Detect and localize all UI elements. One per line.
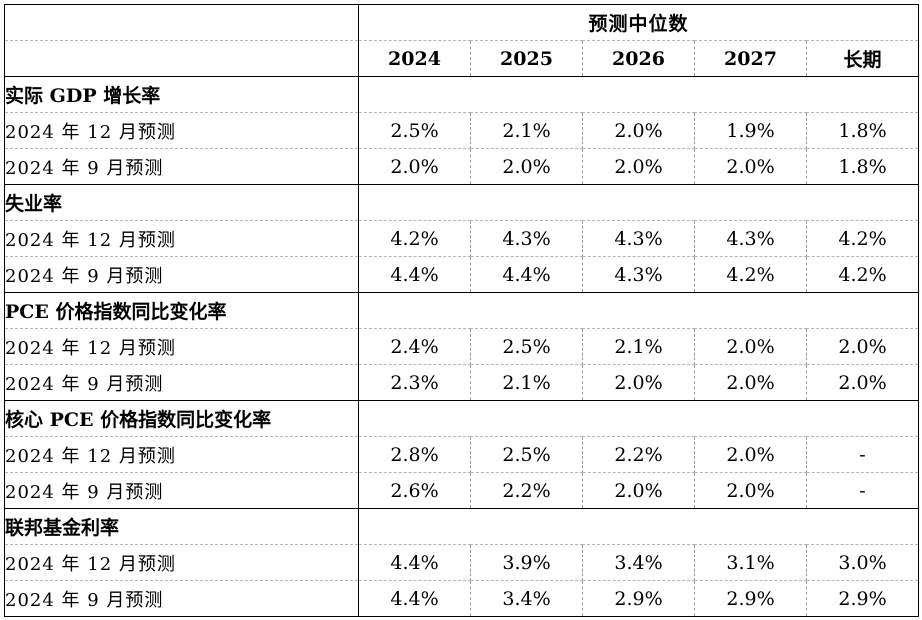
value-cell: 4.2% bbox=[806, 256, 919, 293]
value-cell: 2.4% bbox=[358, 328, 471, 365]
row-label: 2024 年 9 月预测 bbox=[4, 580, 359, 617]
column-header-2027: 2027 bbox=[694, 40, 807, 77]
table-row: 2024 年 9 月预测 4.4% 3.4% 2.9% 2.9% 2.9% bbox=[4, 580, 919, 617]
value-cell: 3.0% bbox=[806, 544, 919, 581]
median-forecast-caption: 预测中位数 bbox=[358, 4, 919, 41]
value-cell: 2.6% bbox=[358, 472, 471, 509]
value-cell: 2.0% bbox=[358, 148, 471, 185]
value-cell: 2.2% bbox=[582, 436, 695, 473]
header-caption-row: 预测中位数 bbox=[4, 4, 919, 41]
table-row: 2024 年 9 月预测 2.6% 2.2% 2.0% 2.0% - bbox=[4, 472, 919, 509]
value-cell: 3.4% bbox=[582, 544, 695, 581]
value-cell: 2.0% bbox=[806, 364, 919, 401]
section-row-core-pce: 核心 PCE 价格指数同比变化率 bbox=[4, 400, 919, 437]
column-header-2025: 2025 bbox=[470, 40, 583, 77]
value-cell: 1.8% bbox=[806, 112, 919, 149]
table-row: 2024 年 12 月预测 4.4% 3.9% 3.4% 3.1% 3.0% bbox=[4, 544, 919, 581]
value-cell: 4.2% bbox=[694, 256, 807, 293]
section-title: 实际 GDP 增长率 bbox=[4, 76, 359, 113]
value-cell: 2.5% bbox=[470, 436, 583, 473]
section-title: 核心 PCE 价格指数同比变化率 bbox=[4, 400, 359, 437]
value-cell: 2.0% bbox=[806, 328, 919, 365]
forecast-table: 预测中位数 2024 2025 2026 2027 长期 实际 GDP 增长率 … bbox=[4, 4, 919, 617]
column-header-2026: 2026 bbox=[582, 40, 695, 77]
value-cell: 4.3% bbox=[470, 220, 583, 257]
section-title: PCE 价格指数同比变化率 bbox=[4, 292, 359, 329]
value-cell: 2.0% bbox=[694, 364, 807, 401]
value-cell: 4.4% bbox=[470, 256, 583, 293]
value-cell: 4.4% bbox=[358, 544, 471, 581]
value-cell: 4.2% bbox=[806, 220, 919, 257]
value-cell: 4.3% bbox=[582, 220, 695, 257]
value-cell: 2.1% bbox=[470, 364, 583, 401]
table-row: 2024 年 12 月预测 2.5% 2.1% 2.0% 1.9% 1.8% bbox=[4, 112, 919, 149]
table-row: 2024 年 9 月预测 4.4% 4.4% 4.3% 4.2% 4.2% bbox=[4, 256, 919, 293]
value-cell: 2.0% bbox=[582, 148, 695, 185]
section-empty-cell bbox=[358, 292, 919, 329]
value-cell: 3.1% bbox=[694, 544, 807, 581]
value-cell: 2.8% bbox=[358, 436, 471, 473]
value-cell: 2.0% bbox=[582, 364, 695, 401]
section-row-unemployment: 失业率 bbox=[4, 184, 919, 221]
row-label: 2024 年 9 月预测 bbox=[4, 148, 359, 185]
section-title: 联邦基金利率 bbox=[4, 508, 359, 545]
table-row: 2024 年 12 月预测 2.4% 2.5% 2.1% 2.0% 2.0% bbox=[4, 328, 919, 365]
row-label: 2024 年 12 月预测 bbox=[4, 544, 359, 581]
row-label: 2024 年 9 月预测 bbox=[4, 364, 359, 401]
value-cell: 3.9% bbox=[470, 544, 583, 581]
value-cell: 2.0% bbox=[582, 112, 695, 149]
value-cell: 4.3% bbox=[582, 256, 695, 293]
value-cell: 2.0% bbox=[694, 472, 807, 509]
value-cell: 1.8% bbox=[806, 148, 919, 185]
table-row: 2024 年 12 月预测 4.2% 4.3% 4.3% 4.3% 4.2% bbox=[4, 220, 919, 257]
value-cell: 2.9% bbox=[806, 580, 919, 617]
header-years-row: 2024 2025 2026 2027 长期 bbox=[4, 40, 919, 77]
section-row-gdp: 实际 GDP 增长率 bbox=[4, 76, 919, 113]
table-row: 2024 年 9 月预测 2.3% 2.1% 2.0% 2.0% 2.0% bbox=[4, 364, 919, 401]
section-empty-cell bbox=[358, 400, 919, 437]
table-row: 2024 年 12 月预测 2.8% 2.5% 2.2% 2.0% - bbox=[4, 436, 919, 473]
value-cell: 4.3% bbox=[694, 220, 807, 257]
value-cell: 2.1% bbox=[582, 328, 695, 365]
column-header-2024: 2024 bbox=[358, 40, 471, 77]
value-cell: 2.5% bbox=[358, 112, 471, 149]
section-title: 失业率 bbox=[4, 184, 359, 221]
value-cell: 4.4% bbox=[358, 256, 471, 293]
column-header-long-run: 长期 bbox=[806, 40, 919, 77]
value-cell: 1.9% bbox=[694, 112, 807, 149]
value-cell: 2.0% bbox=[694, 436, 807, 473]
table-row: 2024 年 9 月预测 2.0% 2.0% 2.0% 2.0% 1.8% bbox=[4, 148, 919, 185]
value-cell: 2.2% bbox=[470, 472, 583, 509]
value-cell: 4.2% bbox=[358, 220, 471, 257]
header-corner-cell-lower bbox=[4, 40, 359, 77]
value-cell: 2.0% bbox=[470, 148, 583, 185]
value-cell: 2.1% bbox=[470, 112, 583, 149]
row-label: 2024 年 12 月预测 bbox=[4, 436, 359, 473]
value-cell: 2.9% bbox=[694, 580, 807, 617]
value-cell: 2.3% bbox=[358, 364, 471, 401]
value-cell: - bbox=[806, 436, 919, 473]
row-label: 2024 年 12 月预测 bbox=[4, 328, 359, 365]
value-cell: 2.0% bbox=[582, 472, 695, 509]
row-label: 2024 年 12 月预测 bbox=[4, 112, 359, 149]
section-row-fed-funds-rate: 联邦基金利率 bbox=[4, 508, 919, 545]
header-corner-cell bbox=[4, 4, 359, 41]
value-cell: 4.4% bbox=[358, 580, 471, 617]
section-row-pce: PCE 价格指数同比变化率 bbox=[4, 292, 919, 329]
section-empty-cell bbox=[358, 184, 919, 221]
section-empty-cell bbox=[358, 76, 919, 113]
value-cell: 2.9% bbox=[582, 580, 695, 617]
value-cell: 2.0% bbox=[694, 328, 807, 365]
value-cell: - bbox=[806, 472, 919, 509]
section-empty-cell bbox=[358, 508, 919, 545]
row-label: 2024 年 12 月预测 bbox=[4, 220, 359, 257]
forecast-table-body: 预测中位数 2024 2025 2026 2027 长期 实际 GDP 增长率 … bbox=[4, 4, 919, 617]
value-cell: 3.4% bbox=[470, 580, 583, 617]
row-label: 2024 年 9 月预测 bbox=[4, 256, 359, 293]
value-cell: 2.0% bbox=[694, 148, 807, 185]
row-label: 2024 年 9 月预测 bbox=[4, 472, 359, 509]
value-cell: 2.5% bbox=[470, 328, 583, 365]
